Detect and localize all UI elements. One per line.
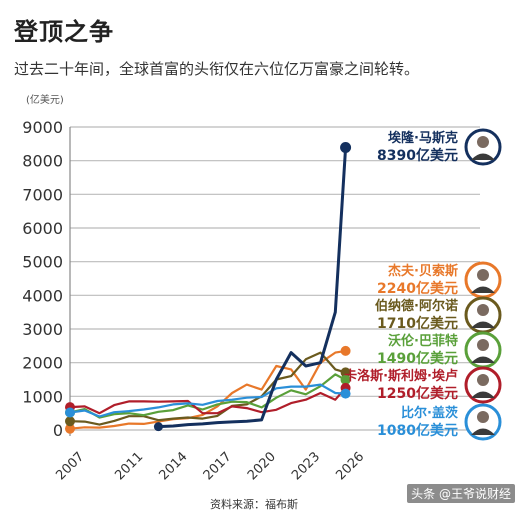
- x-tick-label: 2017: [201, 449, 235, 483]
- avatar-body: [471, 321, 495, 328]
- series-start-point: [65, 407, 75, 418]
- y-tick-label: 6000: [22, 219, 63, 238]
- y-tick-label: 1000: [22, 387, 63, 406]
- series-end-point: [340, 345, 351, 356]
- legend-name: 杰夫·贝索斯: [388, 263, 458, 279]
- series-line: [69, 383, 346, 418]
- series-line: [69, 387, 347, 415]
- series-start-point: [65, 416, 75, 427]
- y-tick-label: 4000: [22, 286, 63, 305]
- y-tick-label: 7000: [22, 185, 63, 204]
- legend-name: 比尔·盖茨: [401, 405, 459, 421]
- legend-name: 卡洛斯·斯利姆·埃卢: [344, 368, 458, 384]
- series-start-point: [65, 423, 75, 434]
- x-tick-label: 2023: [289, 449, 323, 483]
- chart-title: 登顶之争: [14, 18, 114, 46]
- source-note: 资料来源：福布斯: [210, 498, 298, 511]
- avatar-head: [477, 304, 489, 316]
- x-tick-label: 2026: [333, 449, 367, 483]
- series-end-point: [340, 388, 351, 399]
- legend-value: 1080亿美元: [377, 422, 458, 439]
- avatar-head: [477, 374, 489, 386]
- legend-value: 8390亿美元: [377, 147, 458, 164]
- y-tick-label: 2000: [22, 354, 63, 373]
- legend-name: 伯纳德·阿尔诺: [375, 298, 458, 314]
- avatar-head: [477, 411, 489, 423]
- chart-subtitle: 过去二十年间，全球首富的头衔仅在六位亿万富豪之间轮转。: [14, 60, 420, 78]
- x-tick-label: 2011: [112, 449, 146, 483]
- legend-value: 1710亿美元: [377, 315, 458, 332]
- series-line: [158, 147, 348, 429]
- x-tick-label: 2020: [245, 449, 279, 483]
- y-tick-label: 3000: [22, 320, 63, 339]
- avatar-body: [471, 391, 495, 398]
- avatar-head: [477, 269, 489, 281]
- avatar-body: [471, 428, 495, 435]
- avatar-head: [477, 339, 489, 351]
- legend-name: 埃隆·马斯克: [388, 130, 458, 146]
- watermark: 头条 @王爷说财经: [407, 484, 515, 503]
- legend-value: 2240亿美元: [377, 280, 458, 297]
- avatar-body: [471, 153, 495, 160]
- y-tick-label: 8000: [22, 152, 63, 171]
- series-start-point: [153, 422, 163, 432]
- avatar-body: [471, 286, 495, 293]
- legend-value: 1250亿美元: [377, 385, 458, 402]
- legend-value: 1490亿美元: [377, 350, 458, 367]
- series-line: [69, 373, 347, 419]
- y-axis-label: (亿美元): [26, 93, 64, 106]
- avatar-body: [471, 356, 495, 363]
- avatar-head: [477, 136, 489, 148]
- y-tick-label: 0: [53, 421, 63, 440]
- x-tick-label: 2007: [53, 449, 87, 483]
- y-tick-label: 5000: [22, 253, 63, 272]
- series-end-point: [340, 374, 351, 385]
- x-tick-label: 2014: [157, 449, 191, 483]
- series-end-point: [340, 367, 351, 378]
- series-end-point: [340, 142, 352, 154]
- y-tick-label: 9000: [22, 118, 63, 137]
- legend-name: 沃伦·巴菲特: [388, 333, 458, 349]
